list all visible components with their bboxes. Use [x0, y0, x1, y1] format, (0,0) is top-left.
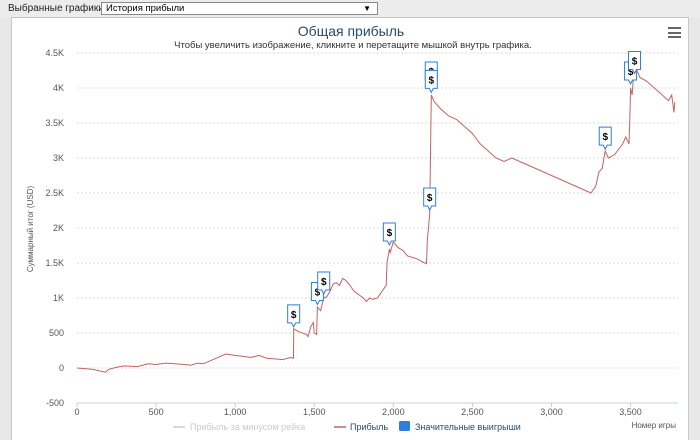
marker-flag: [424, 69, 438, 94]
profit-series-line: [76, 69, 676, 373]
hamburger-menu-icon[interactable]: [668, 27, 681, 38]
legend-item-big-wins[interactable]: Значительные выигрыши: [399, 421, 521, 432]
y-tick-label: 4.5K: [45, 48, 64, 58]
x-tick-label: 3,000: [540, 407, 563, 417]
y-axis-ticks: -500 0 500 1K 1.5K 2K 2.5K 3K 3.5K 4K 4.5K: [45, 48, 64, 408]
marker-label: $: [315, 288, 321, 299]
big-win-marker[interactable]: $: [382, 222, 396, 247]
x-axis-label: Номер игры: [632, 421, 677, 430]
x-tick-label: 2,000: [382, 407, 405, 417]
triangle-down-icon: ▼: [363, 4, 371, 13]
legend-item-rake[interactable]: Прибыль за минусом рейка: [173, 422, 305, 432]
y-axis-label: Суммарный итог (USD): [26, 186, 35, 273]
marker-flag: [317, 271, 331, 296]
x-tick-label: 1,000: [224, 407, 247, 417]
y-tick-label: 1K: [53, 293, 64, 303]
marker-label: $: [427, 193, 433, 204]
x-tick-label: 500: [149, 407, 164, 417]
marker-flag: [423, 187, 437, 212]
y-tick-label: 3.5K: [45, 118, 64, 128]
marker-flag: [628, 51, 642, 75]
y-tick-label: 0: [59, 363, 64, 373]
marker-layer: $$$$$$$$$$: [287, 51, 642, 329]
chart-selector-bar: Выбранные графики: История прибыли ▼: [0, 0, 700, 18]
grid-lines: [77, 52, 678, 404]
marker-flag: [287, 304, 301, 329]
y-tick-label: 1.5K: [45, 258, 64, 268]
chart-selector-label: Выбранные графики:: [8, 3, 107, 14]
chart-subtitle: Чтобы увеличить изображение, кликните и …: [174, 40, 532, 51]
big-win-marker[interactable]: $: [598, 126, 612, 151]
marker-label: $: [602, 132, 608, 143]
big-win-marker[interactable]: $: [423, 187, 437, 212]
y-tick-label: 3K: [53, 153, 64, 163]
chart-selector-dropdown[interactable]: История прибыли ▼: [101, 2, 378, 15]
big-win-marker[interactable]: $: [628, 51, 642, 75]
legend-swatch: [399, 421, 410, 431]
legend-item-profit[interactable]: Прибыль: [334, 422, 388, 432]
marker-label: $: [291, 310, 297, 321]
chart-title: Общая прибыль: [298, 23, 404, 39]
marker-label: $: [428, 75, 434, 86]
y-tick-label: -500: [46, 398, 64, 408]
legend-label: Значительные выигрыши: [415, 422, 521, 432]
legend-label: Прибыль: [350, 422, 388, 432]
chart-selector-value: История прибыли: [106, 3, 185, 14]
y-tick-label: 500: [49, 328, 64, 338]
y-tick-label: 2K: [53, 223, 64, 233]
series-layer: [76, 69, 676, 373]
marker-label: $: [628, 67, 634, 78]
legend-label: Прибыль за минусом рейка: [190, 422, 305, 432]
big-win-marker[interactable]: $: [424, 69, 438, 94]
y-tick-label: 2.5K: [45, 188, 64, 198]
marker-label: $: [387, 228, 393, 239]
marker-label: $: [321, 277, 327, 288]
big-win-marker[interactable]: $: [287, 304, 301, 329]
legend: Прибыль за минусом рейка Прибыль Значите…: [173, 421, 521, 432]
x-tick-label: 1,500: [303, 407, 326, 417]
marker-label: $: [632, 57, 638, 68]
marker-flag: [382, 222, 396, 247]
marker-flag: [598, 126, 612, 151]
x-tick-label: 0: [74, 407, 79, 417]
x-axis-ticks: 0 500 1,000 1,500 2,000 2,500 3,000 3,500: [74, 403, 642, 417]
x-tick-label: 3,500: [619, 407, 642, 417]
x-tick-label: 2,500: [461, 407, 484, 417]
y-tick-label: 4K: [53, 83, 64, 93]
big-win-marker[interactable]: $: [317, 271, 331, 296]
